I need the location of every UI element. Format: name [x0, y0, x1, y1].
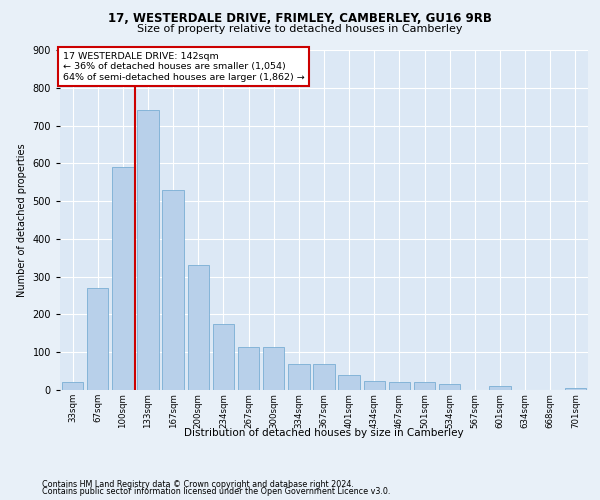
Bar — [188, 266, 209, 390]
Text: 17, WESTERDALE DRIVE, FRIMLEY, CAMBERLEY, GU16 9RB: 17, WESTERDALE DRIVE, FRIMLEY, CAMBERLEY… — [108, 12, 492, 26]
Bar — [490, 386, 511, 390]
Bar — [238, 346, 259, 390]
Text: Size of property relative to detached houses in Camberley: Size of property relative to detached ho… — [137, 24, 463, 34]
Bar — [439, 384, 460, 390]
Bar — [112, 167, 134, 390]
Text: Distribution of detached houses by size in Camberley: Distribution of detached houses by size … — [184, 428, 464, 438]
Bar — [62, 382, 83, 390]
Bar — [137, 110, 158, 390]
Text: Contains HM Land Registry data © Crown copyright and database right 2024.: Contains HM Land Registry data © Crown c… — [42, 480, 354, 489]
Bar — [288, 364, 310, 390]
Bar — [389, 382, 410, 390]
Bar — [414, 382, 435, 390]
Text: 17 WESTERDALE DRIVE: 142sqm
← 36% of detached houses are smaller (1,054)
64% of : 17 WESTERDALE DRIVE: 142sqm ← 36% of det… — [62, 52, 304, 82]
Text: Contains public sector information licensed under the Open Government Licence v3: Contains public sector information licen… — [42, 488, 391, 496]
Bar — [313, 364, 335, 390]
Bar — [163, 190, 184, 390]
Bar — [213, 324, 234, 390]
Y-axis label: Number of detached properties: Number of detached properties — [17, 143, 27, 297]
Bar — [364, 380, 385, 390]
Bar — [338, 375, 360, 390]
Bar — [87, 288, 109, 390]
Bar — [565, 388, 586, 390]
Bar — [263, 346, 284, 390]
